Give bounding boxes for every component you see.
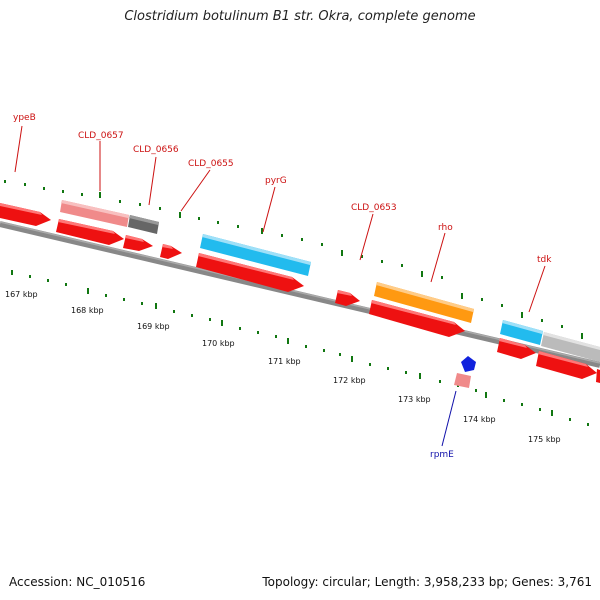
genome-title: Clostridium botulinum B1 str. Okra, comp… (124, 9, 476, 24)
cds-arrow[interactable] (123, 235, 153, 251)
gene-label-rho[interactable]: rho (438, 223, 453, 233)
accession-text: Accession: NC_010516 (9, 575, 146, 589)
kbp-label: 167 kbp (5, 290, 38, 299)
kbp-label: 169 kbp (137, 322, 170, 331)
kbp-label: 172 kbp (333, 376, 366, 385)
upper-ticks (4, 180, 583, 339)
gene-label-pyrg[interactable]: pyrG (265, 176, 287, 186)
kbp-label: 173 kbp (398, 395, 431, 404)
cds-arrow[interactable] (497, 338, 536, 359)
cds-arrow-upper-left[interactable] (0, 203, 51, 226)
kbp-label: 170 kbp (202, 339, 235, 348)
cds-arrow[interactable] (335, 290, 360, 306)
gene-bar-tdk[interactable] (500, 320, 543, 345)
kbp-label: 171 kbp (268, 357, 301, 366)
gene-bar-clds-0657[interactable] (60, 200, 129, 227)
kbp-labels: 167 kbp 168 kbp 169 kbp 170 kbp 171 kbp … (5, 290, 561, 444)
gene-bar-rho[interactable] (374, 282, 474, 323)
rpme-features[interactable] (454, 356, 476, 388)
gene-label-ypeb[interactable]: ypeB (13, 113, 36, 123)
label-connectors (14, 125, 546, 447)
cds-arrow[interactable] (536, 351, 597, 379)
kbp-label: 168 kbp (71, 306, 104, 315)
cds-arrow[interactable] (160, 244, 182, 259)
rpme-bar-pink[interactable] (454, 373, 471, 388)
cds-arrow[interactable] (369, 300, 465, 337)
cds-arrow-edge[interactable] (596, 369, 600, 383)
gene-bar-pyrg[interactable] (200, 234, 311, 276)
kbp-label: 175 kbp (528, 435, 561, 444)
gene-label-cld-0657[interactable]: CLD_0657 (78, 131, 124, 141)
gene-bar-gray[interactable] (541, 332, 600, 362)
rpme-arrow-blue[interactable] (461, 356, 476, 372)
gene-label-cld-0653[interactable]: CLD_0653 (351, 203, 397, 213)
cds-arrow[interactable] (196, 253, 304, 292)
gene-labels: ypeB CLD_0657 CLD_0656 CLD_0655 pyrG CLD… (13, 113, 552, 460)
gene-label-cld-0656[interactable]: CLD_0656 (133, 145, 179, 155)
gene-bar-clds-0656[interactable] (128, 215, 159, 234)
genome-summary-text: Topology: circular; Length: 3,958,233 bp… (262, 575, 592, 589)
gene-label-tdk[interactable]: tdk (537, 255, 552, 265)
gene-label-cld-0655[interactable]: CLD_0655 (188, 159, 234, 169)
cds-track-lower (56, 219, 600, 383)
kbp-label: 174 kbp (463, 415, 496, 424)
cds-arrow[interactable] (56, 219, 124, 245)
gene-label-rpme[interactable]: rpmE (430, 450, 454, 460)
feature-track-upper (60, 200, 600, 362)
